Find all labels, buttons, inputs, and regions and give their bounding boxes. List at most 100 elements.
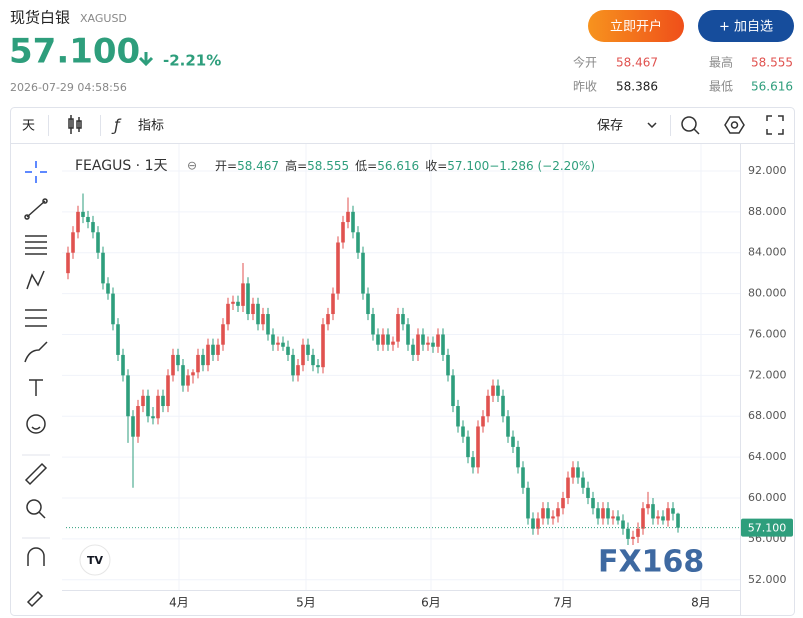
candle-body <box>261 314 265 325</box>
y-tick-label: 92.000 <box>748 164 787 177</box>
y-tick-label: 64.000 <box>748 450 787 463</box>
legend-value: 57.100 <box>447 159 489 173</box>
candle-body <box>131 416 135 437</box>
settings-icon-center <box>730 121 739 129</box>
candle-body <box>176 354 180 366</box>
candle-body <box>601 508 605 519</box>
candle-body <box>581 477 585 488</box>
candle-body <box>551 516 555 519</box>
candle-body <box>271 334 275 345</box>
candle-body <box>496 385 500 396</box>
candle-body <box>311 354 315 366</box>
candle-body <box>391 341 395 345</box>
candle-body <box>86 216 90 223</box>
candle-body <box>126 375 130 417</box>
candle-body <box>536 518 540 529</box>
interval[interactable]: 天 <box>22 119 35 134</box>
candle-body <box>306 344 310 355</box>
candle-body <box>436 334 440 347</box>
candle-body <box>416 334 420 355</box>
y-tick-label: 84.000 <box>748 246 787 259</box>
legend-label: 高= <box>285 158 307 173</box>
fx-icon[interactable]: ƒ <box>111 116 122 135</box>
candle-body <box>356 232 360 253</box>
candle-body <box>201 354 205 366</box>
stat-value: 56.616 <box>751 80 793 94</box>
candle-body <box>281 342 285 347</box>
settings-icon[interactable] <box>724 116 745 134</box>
candle-body <box>411 344 415 355</box>
candle-body <box>326 314 330 325</box>
legend-label: 开= <box>215 159 237 173</box>
candle-body <box>466 436 470 458</box>
watermark: FX168 <box>598 545 704 580</box>
candle-body <box>401 314 405 325</box>
candle-body <box>626 528 630 539</box>
chart-title: FEAGUS · 1天 <box>75 158 167 174</box>
candle-body <box>81 211 85 217</box>
candle-body <box>631 536 635 539</box>
drawing-tools[interactable] <box>24 161 48 608</box>
candle-body <box>476 426 480 468</box>
x-tick-label: 4月 <box>169 596 189 610</box>
candle-body <box>166 375 170 407</box>
alert-icon[interactable] <box>681 116 700 135</box>
add-watch-label[interactable]: + 加自选 <box>719 20 773 35</box>
candle-body <box>506 416 510 437</box>
candle-body <box>486 395 490 417</box>
candle-body <box>106 283 110 294</box>
candle-body <box>341 222 345 243</box>
candle-body <box>256 303 260 325</box>
stat-label: 今开 <box>573 55 597 70</box>
candle-body <box>381 334 385 345</box>
candle-body <box>641 508 645 529</box>
candle-body <box>441 334 445 355</box>
fullscreen-icon[interactable] <box>766 115 784 135</box>
candle-body <box>76 211 80 233</box>
candle-body <box>186 375 190 386</box>
candle-type-icon[interactable] <box>68 115 82 134</box>
candle-body <box>346 211 350 223</box>
change-pct: -2.21% <box>163 52 221 70</box>
candle-body <box>651 504 655 519</box>
candle-body <box>561 498 565 509</box>
stat-value: 58.467 <box>616 56 658 70</box>
candle-body <box>66 252 70 274</box>
x-tick-label: 8月 <box>691 596 711 610</box>
candle-body <box>291 354 295 376</box>
candle-body <box>276 342 280 345</box>
candle-body <box>526 487 530 519</box>
candle-body <box>336 242 340 294</box>
candle-body <box>556 508 560 517</box>
open-account-label[interactable]: 立即开户 <box>610 19 662 35</box>
indicators[interactable]: 指标 <box>138 119 164 134</box>
last-price-tag <box>741 518 793 537</box>
collapse-icon[interactable]: ⊖ <box>187 159 197 173</box>
candle-body <box>501 395 505 417</box>
candle-body <box>471 457 475 468</box>
candle-body <box>151 416 155 419</box>
candle-body <box>246 283 250 315</box>
candle-body <box>216 344 220 355</box>
x-tick-label: 7月 <box>553 596 573 610</box>
stat-label: 昨收 <box>573 80 597 94</box>
stat-value: 58.555 <box>751 56 793 70</box>
legend-value: 58.467 <box>237 159 279 173</box>
save[interactable]: 保存 <box>597 119 623 134</box>
save-chevron[interactable] <box>647 122 657 129</box>
legend-value: 58.555 <box>307 159 349 173</box>
candle-body <box>171 354 175 376</box>
candle-body <box>121 354 125 376</box>
y-tick-label: 76.000 <box>748 327 787 340</box>
add-watch-button[interactable] <box>698 10 794 42</box>
candle-body <box>446 354 450 376</box>
timestamp: 2026-07-29 04:58:56 <box>10 81 127 94</box>
open-account-button[interactable] <box>588 10 684 42</box>
legend-value: 56.616 <box>377 159 419 173</box>
candle-body <box>456 406 460 427</box>
candle-body <box>491 385 495 396</box>
candle-body <box>586 487 590 499</box>
candle-body <box>571 467 575 478</box>
tv-logo-mark: TV <box>87 554 104 567</box>
stat-label: 最低 <box>709 80 733 94</box>
